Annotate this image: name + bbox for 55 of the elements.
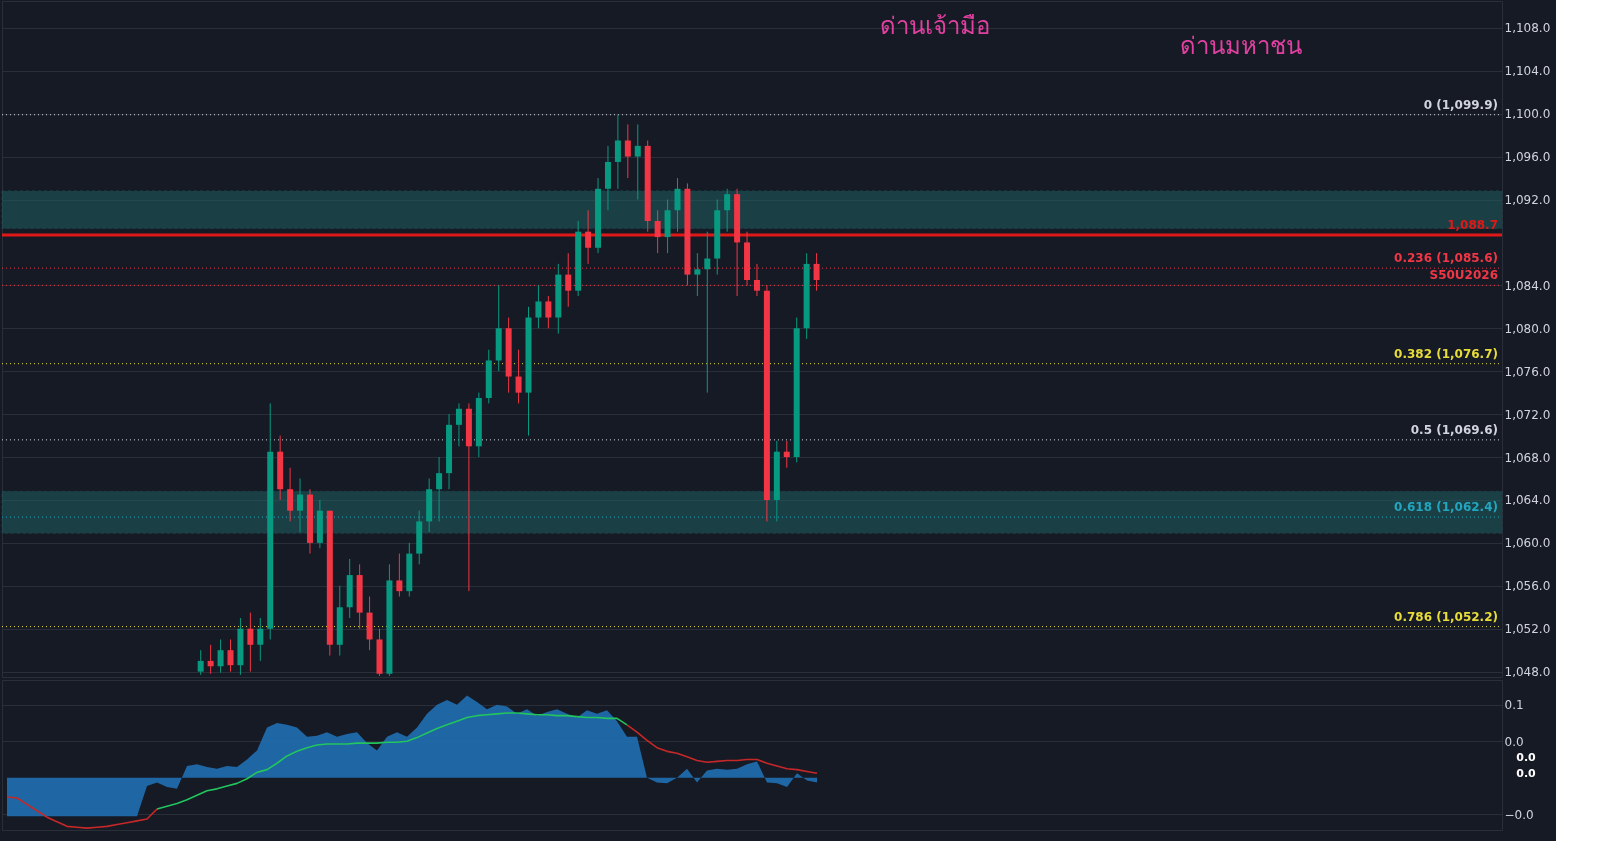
candlestick	[455, 402, 462, 447]
line-series	[6, 796, 158, 829]
y-tick-label: 1,080.0	[1504, 321, 1551, 336]
ref-line-label: 0.5 (1,069.6)	[1410, 422, 1498, 437]
y-tick-label: 1,052.0	[1504, 622, 1551, 637]
ref-line-label: 0.618 (1,062.4)	[1394, 500, 1498, 515]
y-tick-label: 1,060.0	[1504, 536, 1551, 551]
candlestick	[247, 612, 254, 673]
candlestick	[297, 477, 304, 533]
y-tick-label: 1,100.0	[1504, 107, 1551, 122]
candlestick	[207, 644, 214, 675]
candlestick	[654, 209, 661, 254]
ref-line-label: S50U2026	[1429, 268, 1498, 283]
ref-line-label: 1,088.7	[1447, 217, 1498, 232]
y-tick-label: 1,092.0	[1504, 193, 1551, 208]
candlestick	[624, 123, 631, 179]
y-tick-label: 1,056.0	[1504, 579, 1551, 594]
candlestick	[287, 467, 294, 522]
y-tick-label: 1,048.0	[1504, 665, 1551, 680]
y-tick-label: 1,064.0	[1504, 493, 1551, 508]
line-series	[156, 712, 628, 810]
candlestick	[257, 617, 264, 662]
y-tick-label: 0.0	[1504, 734, 1524, 749]
annotation: ด่านมหาชน	[1179, 32, 1302, 60]
ref-line-label: 0.236 (1,085.6)	[1394, 251, 1498, 266]
candlestick	[217, 638, 224, 674]
candlestick	[227, 638, 234, 673]
candlestick	[694, 252, 701, 297]
ref-line-label: 0.382 (1,076.7)	[1394, 346, 1498, 361]
candlestick	[614, 114, 621, 190]
candlestick	[585, 209, 592, 265]
candlestick	[634, 123, 641, 201]
y-tick-label: 1,108.0	[1504, 21, 1551, 36]
y-tick-label: 0.1	[1504, 698, 1524, 713]
candlestick	[545, 295, 552, 329]
line-series	[626, 724, 818, 775]
annotation: ด่านเจ้ามือ	[879, 12, 990, 40]
y-tick-label: 1,072.0	[1504, 407, 1551, 422]
candlestick	[396, 553, 403, 598]
candlestick	[783, 440, 790, 469]
candlestick	[535, 284, 542, 329]
candlestick	[436, 456, 443, 522]
y-tick-label: 1,068.0	[1504, 450, 1551, 465]
y-tick-label: 1,096.0	[1504, 150, 1551, 165]
y-tick-label: 1,084.0	[1504, 278, 1551, 293]
y-tick-label: 1,076.0	[1504, 364, 1551, 379]
ref-line-label: 0 (1,099.9)	[1423, 97, 1498, 112]
candlestick	[674, 177, 681, 233]
candlestick	[515, 349, 522, 404]
candlestick	[197, 649, 204, 676]
ref-line-label: 0.786 (1,052.2)	[1394, 609, 1498, 624]
candlestick	[704, 231, 711, 394]
candlestick	[724, 188, 731, 233]
y-tick-label: −0.0	[1504, 807, 1534, 822]
y-tick-label: 1,104.0	[1504, 64, 1551, 79]
